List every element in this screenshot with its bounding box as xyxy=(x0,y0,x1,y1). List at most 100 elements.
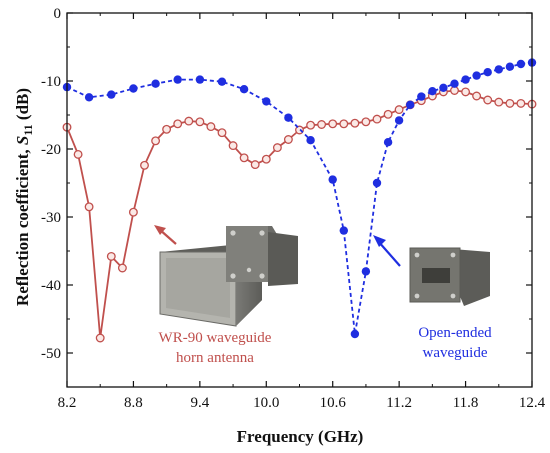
data-point-1 xyxy=(383,138,393,147)
data-point-0 xyxy=(217,128,227,138)
horn-arrow-head xyxy=(154,225,166,235)
waveguide-label-line2: waveguide xyxy=(423,345,488,361)
data-point-1 xyxy=(516,59,526,69)
data-point-0 xyxy=(195,117,205,127)
data-point-0 xyxy=(228,141,238,151)
data-point-0 xyxy=(483,95,493,105)
data-point-1 xyxy=(339,226,348,235)
data-point-0 xyxy=(95,333,105,343)
data-point-1 xyxy=(107,90,116,99)
data-point-1 xyxy=(284,113,293,122)
data-point-1 xyxy=(439,83,448,93)
data-point-1 xyxy=(483,68,492,77)
horn-antenna-bolt xyxy=(259,230,265,236)
waveguide-arrow xyxy=(373,235,401,267)
horn-antenna-illustration xyxy=(159,226,298,327)
data-point-1 xyxy=(217,77,227,86)
y-tick-label: 0 xyxy=(54,6,62,22)
data-point-1 xyxy=(417,92,426,101)
data-point-0 xyxy=(339,119,349,129)
x-tick-label: 9.4 xyxy=(190,395,209,411)
horn-antenna-bolt xyxy=(230,230,236,236)
data-point-0 xyxy=(140,160,149,170)
data-point-1 xyxy=(372,178,382,188)
open-waveguide-bolt xyxy=(450,293,456,299)
waveguide-arrow-head xyxy=(373,235,386,247)
y-axis-title: Reflection coefficient, S11 (dB) xyxy=(13,88,35,306)
x-tick-label: 11.8 xyxy=(453,395,479,411)
data-point-1 xyxy=(428,87,437,96)
data-point-1 xyxy=(173,75,182,84)
data-point-0 xyxy=(317,120,327,129)
data-point-1 xyxy=(195,75,205,84)
y-tick-label: -20 xyxy=(41,142,61,158)
horn-antenna-aperture-inner xyxy=(166,258,230,318)
x-axis-title: Frequency (GHz) xyxy=(237,427,364,446)
data-point-1 xyxy=(151,79,160,88)
data-point-1 xyxy=(306,136,315,145)
x-tick-label: 10.0 xyxy=(253,395,279,411)
waveguide-label-line1: Open-ended xyxy=(418,325,492,341)
data-point-0 xyxy=(372,114,382,124)
data-point-0 xyxy=(239,153,249,163)
data-point-1 xyxy=(394,116,404,125)
data-point-0 xyxy=(106,251,116,261)
data-point-1 xyxy=(505,62,515,71)
y-axis-title-symbol: S xyxy=(13,136,32,145)
y-tick-label: -30 xyxy=(41,210,61,226)
x-tick-label: 10.6 xyxy=(320,395,347,411)
data-point-0 xyxy=(84,202,94,212)
data-point-0 xyxy=(250,160,260,170)
data-point-1 xyxy=(328,175,337,184)
data-point-0 xyxy=(328,119,338,129)
horn-arrow xyxy=(154,225,177,245)
horn-label-line2: horn antenna xyxy=(176,350,254,366)
y-axis-title-unit: (dB) xyxy=(13,88,32,124)
x-tick-label: 11.2 xyxy=(386,395,412,411)
x-tick-label: 8.8 xyxy=(124,395,143,411)
plot-layer: 8.2 8.8 9.4 10.0 10.6 11.2 11.8 12.4 0 -10 -20 -30 -… xyxy=(41,6,546,411)
data-point-1 xyxy=(262,97,271,106)
open-waveguide-illustration xyxy=(409,247,490,306)
data-point-0 xyxy=(516,98,526,108)
data-point-1 xyxy=(361,267,371,276)
open-waveguide-aperture xyxy=(422,268,450,283)
open-waveguide-bolt xyxy=(414,293,420,299)
data-point-0 xyxy=(394,105,404,115)
data-point-0 xyxy=(73,149,83,159)
data-point-0 xyxy=(306,120,316,130)
y-axis-title-main: Reflection coefficient, xyxy=(13,145,32,306)
data-point-0 xyxy=(461,87,471,97)
data-point-1 xyxy=(129,84,138,93)
data-point-0 xyxy=(206,122,216,132)
horn-label-line1: WR-90 waveguide xyxy=(159,330,272,346)
data-point-0 xyxy=(162,124,172,134)
x-tick-label: 12.4 xyxy=(519,395,546,411)
y-tick-label: -10 xyxy=(41,74,61,90)
data-point-0 xyxy=(173,119,183,129)
data-point-0 xyxy=(184,116,194,126)
data-point-0 xyxy=(494,97,504,107)
data-point-0 xyxy=(151,136,161,146)
horn-antenna-bolt xyxy=(246,267,252,273)
data-point-0 xyxy=(128,207,138,217)
x-tick-label: 8.2 xyxy=(58,395,77,411)
waveguide-arrow-shaft xyxy=(377,240,401,267)
data-point-1 xyxy=(84,93,94,102)
open-waveguide-bolt xyxy=(414,252,420,258)
data-point-1 xyxy=(472,71,481,80)
horn-antenna-bolt xyxy=(230,273,236,279)
y-axis-title-subscript: 11 xyxy=(21,124,35,135)
data-point-0 xyxy=(361,117,371,127)
data-point-0 xyxy=(261,154,271,164)
data-point-0 xyxy=(283,135,293,144)
data-point-0 xyxy=(117,263,127,273)
horn-antenna-bolt xyxy=(259,273,265,279)
open-waveguide-bolt xyxy=(450,252,456,258)
data-point-1 xyxy=(494,65,503,74)
data-point-1 xyxy=(350,329,360,339)
data-point-1 xyxy=(450,79,459,88)
data-point-0 xyxy=(505,98,515,108)
horn-antenna-flange-face xyxy=(226,226,268,282)
